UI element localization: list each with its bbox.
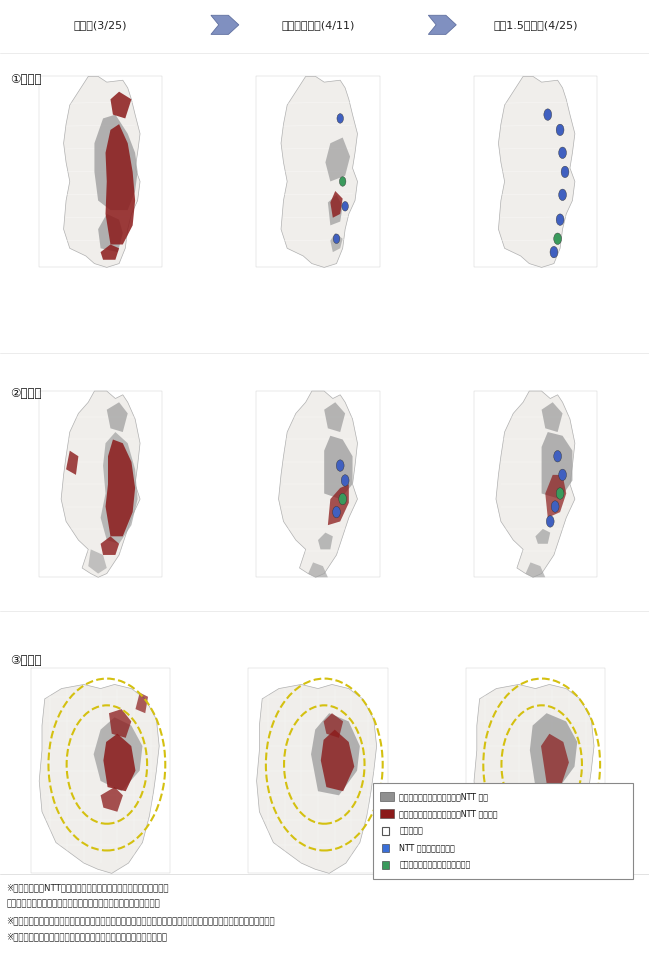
Circle shape: [561, 166, 569, 178]
Polygon shape: [106, 124, 135, 244]
Polygon shape: [324, 435, 352, 499]
Circle shape: [556, 488, 564, 499]
Text: ※　東日本大震災発生以前において携帯電話サービスが利用可能であった地域のうち、不通となっている地域を示す: ※ 東日本大震災発生以前において携帯電話サービスが利用可能であった地域のうち、不…: [6, 916, 275, 924]
Text: NTT ドコモ移動基地局: NTT ドコモ移動基地局: [399, 843, 455, 853]
Bar: [39, 392, 162, 577]
Polygon shape: [545, 475, 566, 518]
Polygon shape: [61, 392, 140, 577]
Polygon shape: [66, 451, 79, 475]
Circle shape: [551, 500, 559, 512]
Polygon shape: [101, 787, 123, 812]
Polygon shape: [64, 76, 140, 267]
Circle shape: [341, 475, 349, 486]
Polygon shape: [328, 195, 343, 225]
Circle shape: [342, 202, 349, 211]
Bar: [382, 861, 389, 869]
Polygon shape: [541, 402, 563, 432]
Polygon shape: [330, 233, 343, 252]
Polygon shape: [496, 392, 575, 577]
Bar: [256, 76, 380, 267]
Text: 震災１か月後(4/11): 震災１か月後(4/11): [281, 20, 355, 30]
Polygon shape: [88, 549, 106, 574]
Polygon shape: [110, 92, 132, 118]
Bar: [382, 827, 389, 835]
Circle shape: [339, 177, 346, 186]
Polygon shape: [324, 402, 345, 432]
Polygon shape: [39, 685, 159, 873]
Polygon shape: [535, 529, 550, 543]
Polygon shape: [328, 484, 349, 525]
Bar: [466, 668, 605, 873]
Polygon shape: [498, 76, 575, 267]
Text: ①岩手県: ①岩手県: [10, 73, 42, 86]
Polygon shape: [106, 402, 128, 432]
Text: 震災後(3/25): 震災後(3/25): [74, 20, 127, 30]
Polygon shape: [281, 76, 358, 267]
Text: 図中白い地域でも固定電話サービスを利用できない場合がある: 図中白い地域でも固定電話サービスを利用できない場合がある: [6, 900, 160, 908]
Polygon shape: [98, 214, 123, 252]
Circle shape: [554, 451, 561, 462]
Bar: [474, 392, 597, 577]
Polygon shape: [95, 115, 138, 210]
Polygon shape: [526, 562, 545, 577]
Bar: [373, 783, 633, 879]
Bar: [39, 76, 162, 267]
Polygon shape: [103, 733, 136, 791]
Polygon shape: [211, 15, 239, 34]
Polygon shape: [474, 685, 594, 873]
Circle shape: [554, 233, 561, 244]
Circle shape: [336, 460, 344, 472]
Text: 市町村役場: 市町村役場: [399, 826, 423, 836]
Polygon shape: [530, 713, 578, 791]
Text: 携帯電話サービス不通地域（NTT ドコモ）: 携帯電話サービス不通地域（NTT ドコモ）: [399, 809, 498, 818]
Text: ※　利用者宅とNTT通信ビル間の回線切断等の可能性があるため、: ※ 利用者宅とNTT通信ビル間の回線切断等の可能性があるため、: [6, 883, 169, 892]
Bar: [474, 76, 597, 267]
Circle shape: [334, 234, 340, 244]
Polygon shape: [101, 432, 138, 543]
Polygon shape: [278, 392, 358, 577]
Polygon shape: [428, 15, 456, 34]
Polygon shape: [308, 562, 328, 577]
Circle shape: [550, 246, 557, 258]
Circle shape: [544, 109, 552, 120]
Circle shape: [546, 516, 554, 527]
Text: 震災1.5か月後(4/25): 震災1.5か月後(4/25): [493, 20, 578, 30]
Polygon shape: [136, 692, 148, 713]
Circle shape: [332, 506, 340, 518]
Bar: [256, 392, 380, 577]
Text: ソフトバンクモバイル移動基地局: ソフトバンクモバイル移動基地局: [399, 860, 471, 870]
Polygon shape: [106, 439, 135, 537]
Polygon shape: [321, 730, 354, 791]
Circle shape: [337, 114, 343, 123]
Bar: [31, 668, 170, 873]
Polygon shape: [330, 191, 343, 218]
Circle shape: [339, 494, 347, 505]
Text: ※　移動基地局については、ソフトバンクモバイルの情報も挂載した: ※ 移動基地局については、ソフトバンクモバイルの情報も挂載した: [6, 932, 167, 941]
Bar: [380, 809, 394, 818]
Polygon shape: [318, 533, 333, 549]
Circle shape: [559, 469, 567, 480]
Bar: [382, 844, 389, 852]
Polygon shape: [311, 713, 360, 796]
Polygon shape: [541, 733, 569, 787]
Bar: [380, 792, 394, 801]
Polygon shape: [101, 537, 119, 555]
Polygon shape: [109, 709, 131, 738]
Text: ③福島県: ③福島県: [10, 654, 42, 668]
Text: ②宮城県: ②宮城県: [10, 387, 42, 400]
Circle shape: [559, 189, 567, 201]
Circle shape: [559, 147, 567, 159]
Polygon shape: [256, 685, 376, 873]
Text: 固定電話サービス不通地域（NTT 東）: 固定電話サービス不通地域（NTT 東）: [399, 792, 488, 801]
Polygon shape: [325, 138, 350, 181]
Bar: [248, 668, 388, 873]
Circle shape: [556, 214, 564, 225]
Polygon shape: [101, 244, 119, 260]
Polygon shape: [541, 432, 572, 499]
Circle shape: [556, 124, 564, 136]
Polygon shape: [324, 713, 343, 738]
Polygon shape: [93, 717, 143, 791]
